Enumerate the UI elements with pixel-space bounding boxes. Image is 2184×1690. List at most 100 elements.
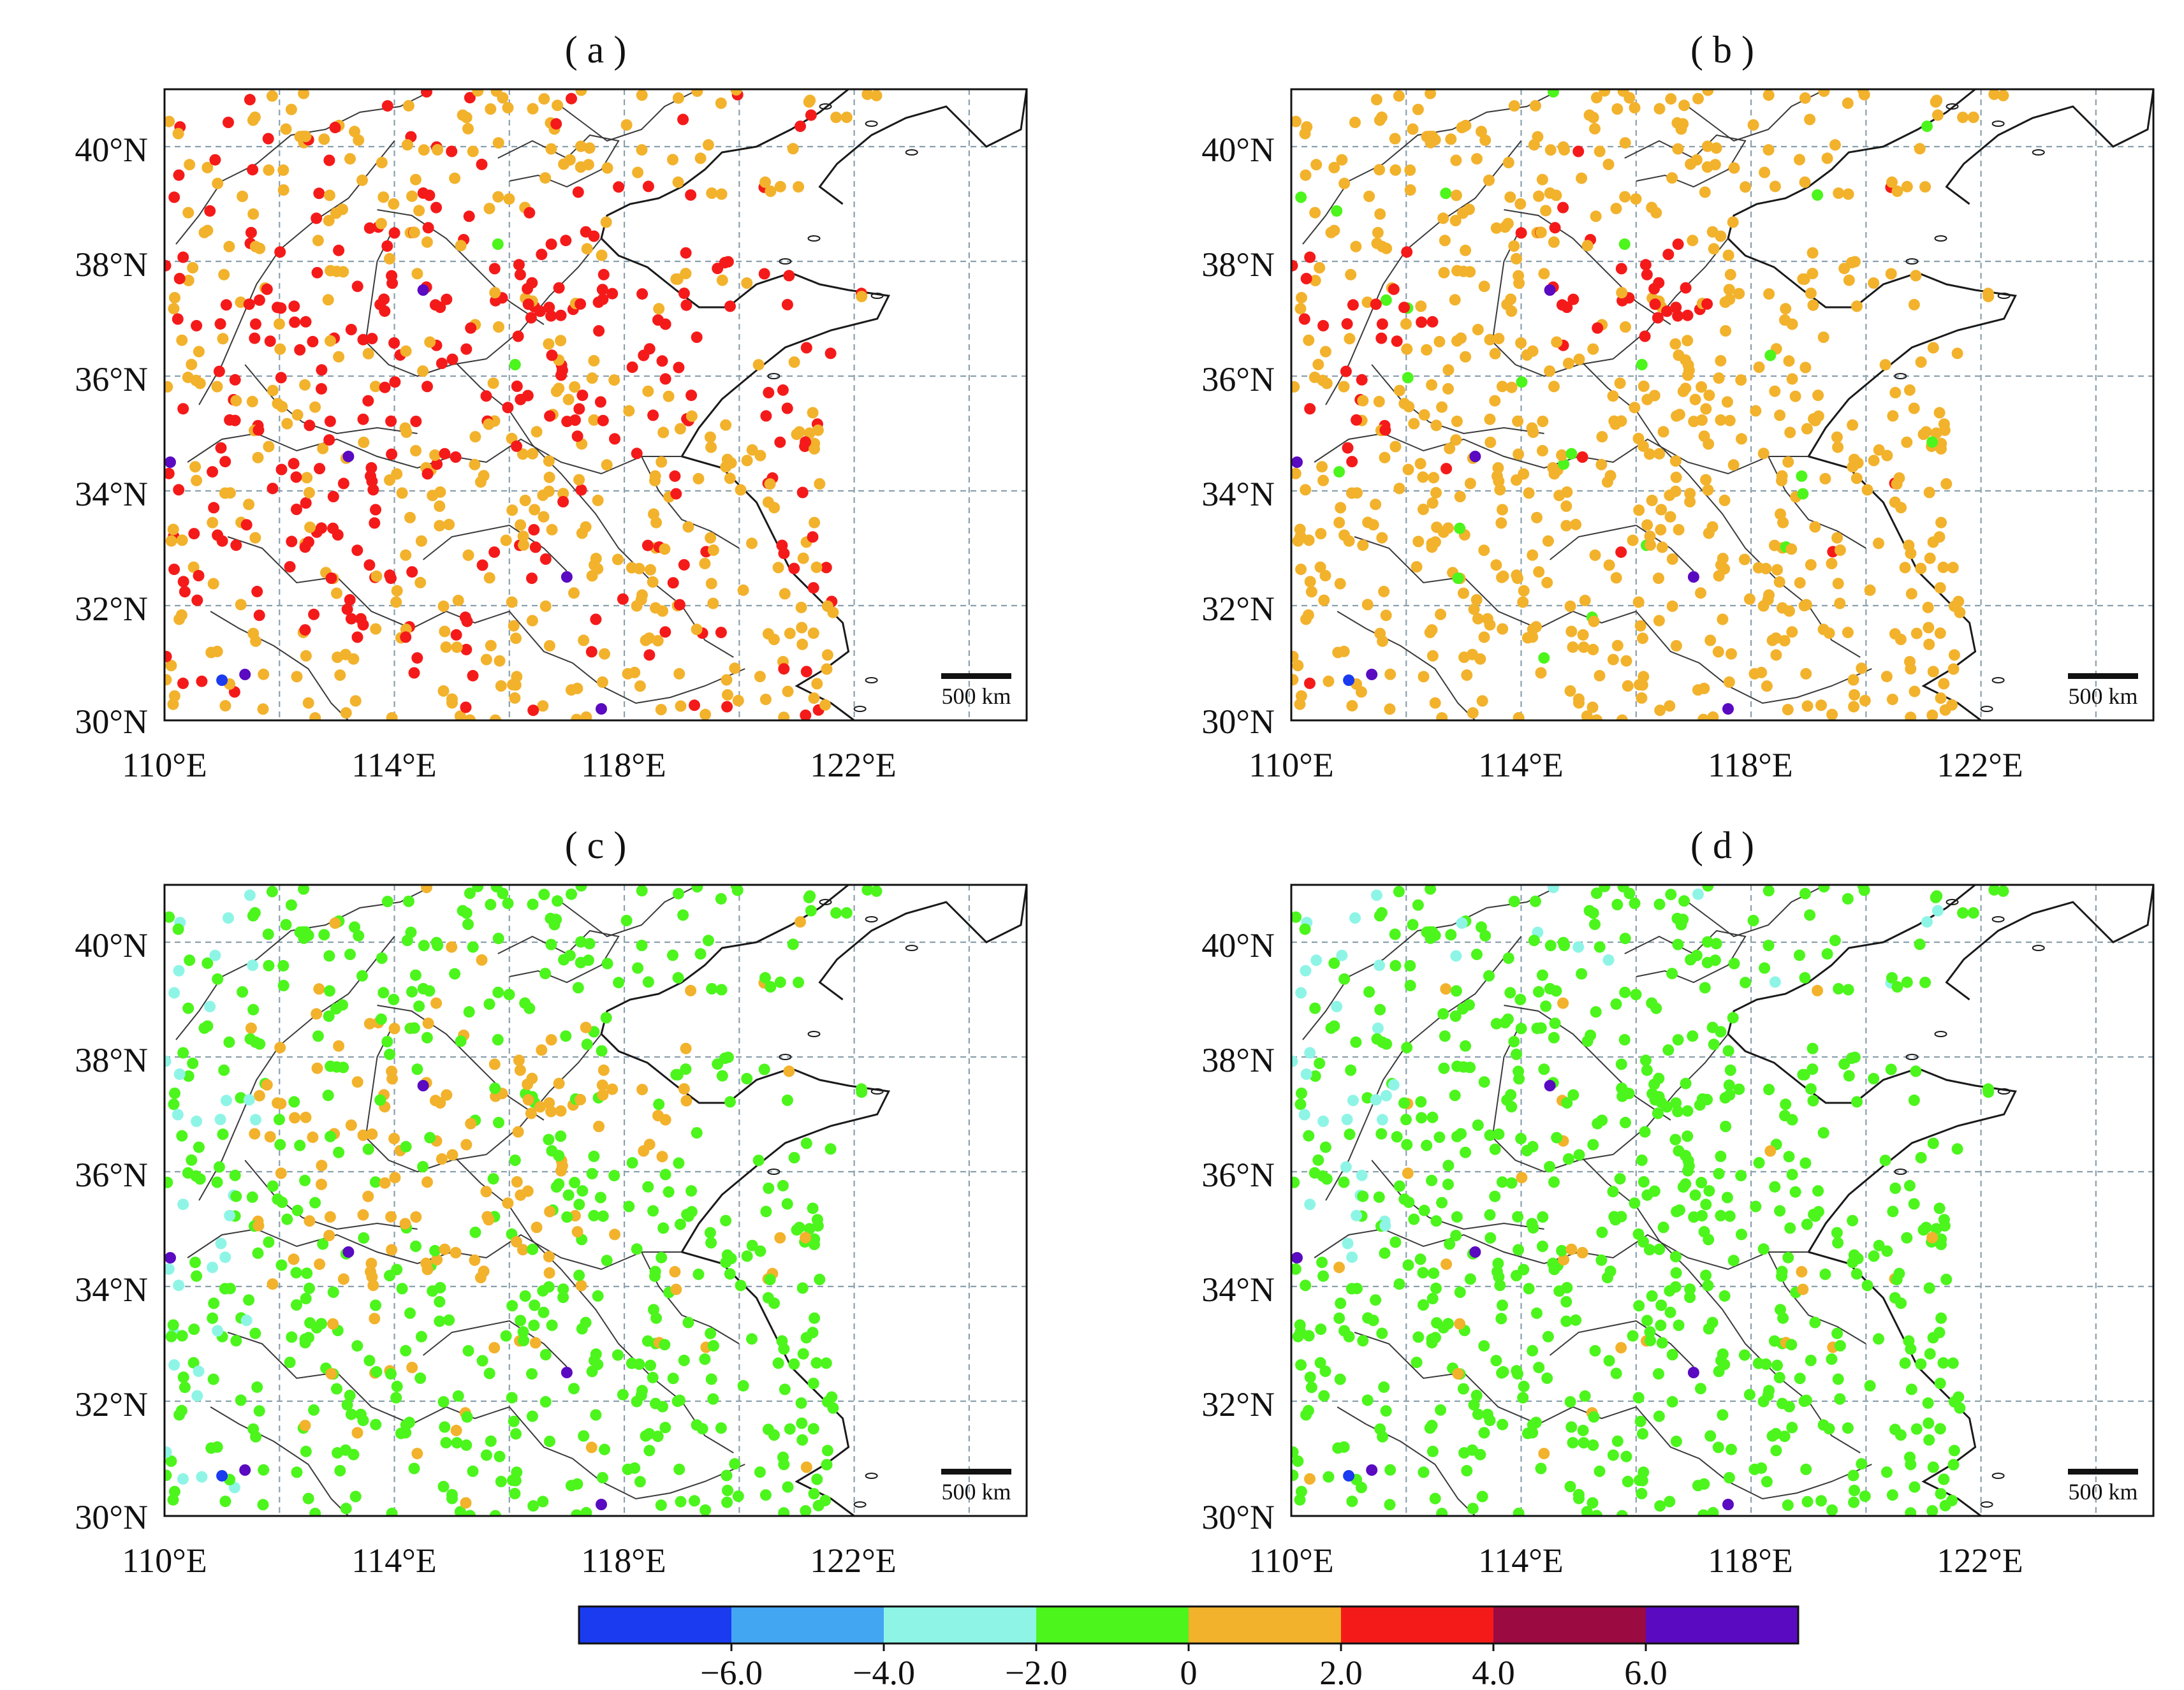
station-point bbox=[1643, 448, 1655, 460]
station-point bbox=[1333, 516, 1345, 528]
island bbox=[870, 1088, 884, 1095]
station-point bbox=[1851, 1268, 1863, 1280]
station-point bbox=[1924, 552, 1936, 564]
station-point bbox=[1291, 1469, 1299, 1482]
station-point bbox=[1653, 898, 1666, 910]
station-point bbox=[1611, 639, 1623, 652]
station-point bbox=[1709, 954, 1721, 966]
station-point bbox=[764, 1274, 776, 1286]
station-point bbox=[1849, 689, 1860, 701]
station-point bbox=[1489, 1143, 1501, 1155]
station-point bbox=[424, 336, 436, 348]
station-point bbox=[1474, 653, 1486, 665]
station-point bbox=[1579, 1390, 1591, 1402]
station-point bbox=[400, 631, 412, 643]
station-point bbox=[455, 240, 467, 252]
station-point bbox=[576, 527, 588, 539]
station-point bbox=[309, 401, 321, 413]
station-point bbox=[778, 1507, 790, 1516]
station-point bbox=[1548, 1176, 1560, 1188]
station-point bbox=[1934, 627, 1946, 639]
station-point bbox=[691, 1419, 703, 1431]
station-point bbox=[1341, 318, 1353, 330]
island bbox=[1991, 120, 2005, 127]
station-point bbox=[182, 1002, 194, 1014]
station-point bbox=[366, 476, 378, 487]
station-point bbox=[808, 1488, 820, 1500]
station-point bbox=[1940, 1274, 1953, 1285]
station-point bbox=[656, 355, 668, 367]
station-point bbox=[184, 954, 196, 966]
station-point bbox=[1347, 299, 1359, 311]
station-point bbox=[288, 1253, 300, 1265]
station-point bbox=[414, 1372, 427, 1384]
station-point bbox=[1564, 601, 1576, 612]
station-point bbox=[179, 586, 191, 598]
station-point bbox=[787, 938, 799, 951]
station-point bbox=[1630, 989, 1642, 1001]
station-point bbox=[1333, 1262, 1345, 1274]
station-point bbox=[800, 710, 812, 720]
station-point bbox=[1933, 531, 1946, 543]
station-point bbox=[1812, 1185, 1824, 1197]
station-point bbox=[1596, 431, 1608, 443]
station-point bbox=[503, 193, 515, 205]
station-point bbox=[1513, 1244, 1525, 1256]
island bbox=[819, 103, 832, 110]
station-point bbox=[796, 622, 808, 634]
station-point bbox=[1717, 1348, 1729, 1360]
station-point bbox=[1398, 1097, 1410, 1109]
station-point bbox=[217, 333, 229, 345]
station-point bbox=[1908, 298, 1920, 310]
station-point bbox=[1292, 660, 1304, 671]
station-point bbox=[650, 516, 663, 528]
station-point bbox=[1776, 474, 1787, 486]
station-point bbox=[211, 1441, 223, 1453]
station-point bbox=[462, 122, 474, 135]
station-point bbox=[1743, 593, 1755, 605]
station-point bbox=[536, 1044, 548, 1056]
station-point bbox=[1595, 458, 1608, 470]
station-point bbox=[423, 985, 436, 997]
station-point bbox=[659, 318, 671, 330]
station-point bbox=[177, 1473, 189, 1485]
station-point bbox=[539, 1395, 552, 1408]
station-point bbox=[1988, 885, 2000, 896]
station-point bbox=[214, 318, 226, 330]
station-point bbox=[546, 1145, 558, 1157]
station-point bbox=[632, 962, 644, 974]
y-tick-label: 36°N bbox=[75, 360, 148, 398]
station-point bbox=[1639, 1054, 1652, 1067]
station-point bbox=[1672, 1105, 1684, 1118]
station-point bbox=[1479, 929, 1491, 942]
station-point bbox=[1861, 1279, 1873, 1292]
station-point bbox=[1436, 401, 1448, 413]
station-point bbox=[1295, 564, 1307, 576]
station-point bbox=[632, 166, 644, 178]
station-point bbox=[746, 1333, 758, 1345]
station-point bbox=[316, 1178, 327, 1190]
station-point bbox=[212, 973, 224, 985]
station-point bbox=[1416, 1112, 1428, 1124]
station-point bbox=[1438, 266, 1450, 279]
station-point bbox=[705, 532, 717, 544]
station-point bbox=[1490, 1017, 1502, 1030]
station-point bbox=[1489, 1190, 1501, 1202]
station-point bbox=[384, 1048, 395, 1060]
station-point bbox=[529, 541, 541, 553]
station-point bbox=[1548, 1264, 1560, 1276]
station-point bbox=[1415, 300, 1427, 312]
station-point bbox=[514, 1064, 526, 1076]
station-point bbox=[1699, 982, 1711, 994]
station-point bbox=[1757, 1243, 1770, 1255]
station-point bbox=[1701, 936, 1713, 948]
station-point bbox=[803, 891, 815, 903]
station-point bbox=[369, 381, 381, 393]
island bbox=[779, 1054, 792, 1060]
station-point bbox=[778, 1459, 790, 1471]
station-point bbox=[525, 1107, 537, 1119]
station-point bbox=[492, 986, 504, 998]
station-point bbox=[1541, 576, 1553, 588]
station-point bbox=[1619, 933, 1631, 945]
station-point bbox=[1842, 188, 1854, 200]
